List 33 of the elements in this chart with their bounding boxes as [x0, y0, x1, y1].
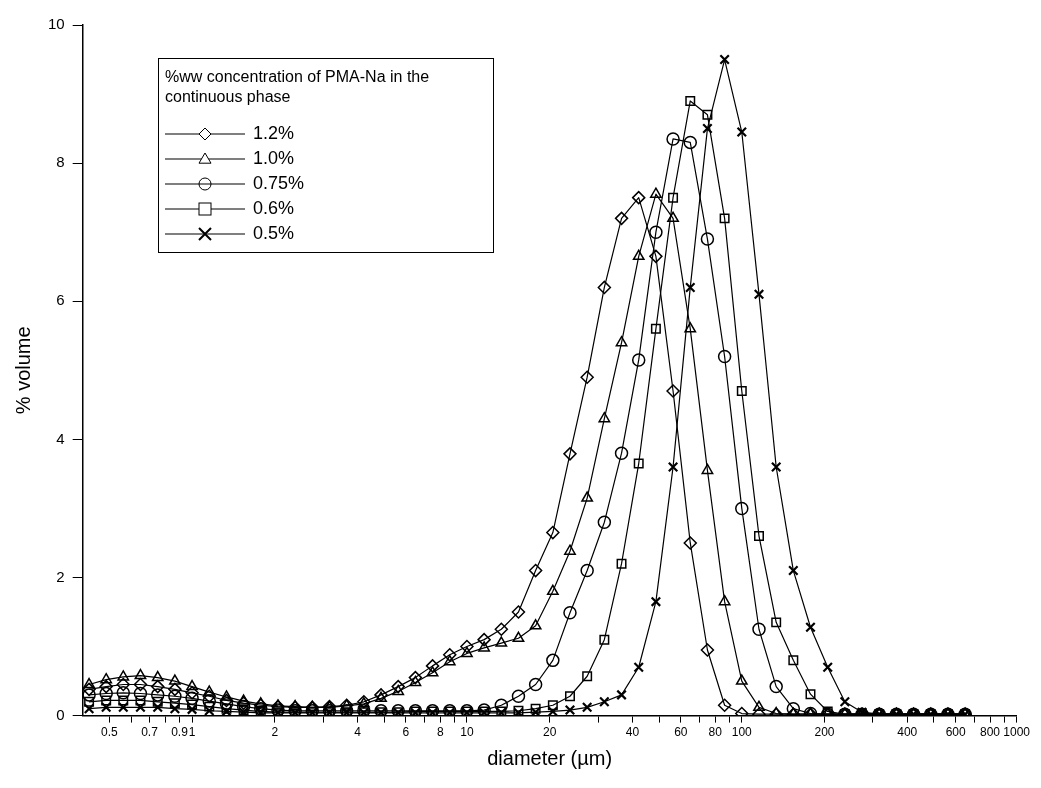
- x-tick-label: 800: [980, 725, 1001, 740]
- x-tick-label: 0.5: [100, 725, 118, 740]
- legend-label: 0.75%: [253, 172, 305, 195]
- y-tick-label: 10: [48, 15, 65, 33]
- x-tick-label: 600: [945, 725, 967, 740]
- x-tick-label: 4: [354, 725, 362, 740]
- y-tick-label: 8: [56, 153, 65, 171]
- x-tick-label: 6: [402, 725, 410, 740]
- x-tick-label: 1000: [1003, 725, 1031, 740]
- x-axis-title: diameter (µm): [487, 746, 613, 769]
- x-tick-label: 60: [674, 725, 688, 740]
- x-tick-label: 0.7: [141, 725, 159, 740]
- x-tick-label: 80: [708, 725, 723, 740]
- x-tick-label: 0.9: [171, 725, 189, 740]
- x-tick-label: 20: [542, 725, 557, 740]
- y-tick-label: 2: [56, 567, 65, 585]
- y-axis-title: % volume: [11, 326, 34, 415]
- x-tick-label: 200: [814, 725, 835, 740]
- legend-title: %ww concentration of PMA-Na in the continuous phase: [165, 67, 431, 107]
- y-tick-label: 4: [56, 429, 65, 447]
- legend-label: 1.0%: [253, 147, 295, 170]
- x-tick-label: 8: [436, 725, 444, 740]
- legend-label: 0.6%: [253, 197, 295, 220]
- x-tick-label: 40: [625, 725, 640, 740]
- x-tick-label: 2: [271, 725, 279, 740]
- x-tick-label: 1: [188, 725, 196, 740]
- x-tick-label: 400: [897, 725, 918, 740]
- y-tick-label: 6: [56, 291, 65, 309]
- x-tick-label: 10: [460, 725, 474, 740]
- legend-label: 0.5%: [253, 222, 295, 245]
- legend-label: 1.2%: [253, 122, 295, 145]
- x-tick-label: 100: [731, 725, 753, 740]
- y-tick-label: 0: [56, 705, 65, 723]
